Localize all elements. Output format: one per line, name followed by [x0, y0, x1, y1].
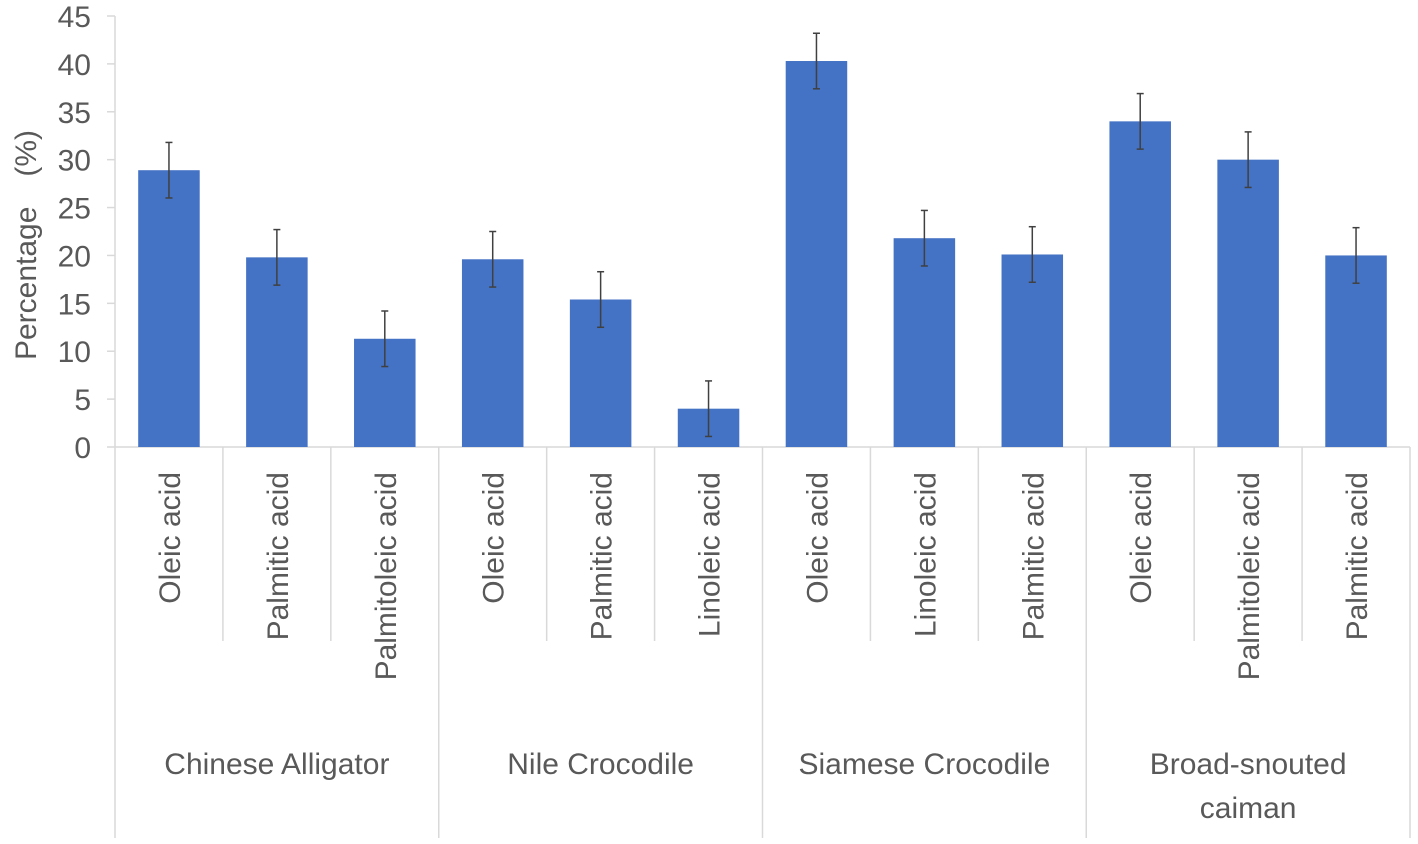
y-tick-label: 40 — [58, 49, 91, 82]
x-group-label: Broad-snouted — [1150, 748, 1347, 781]
x-group-label: Nile Crocodile — [507, 748, 694, 781]
bar — [1217, 159, 1279, 447]
bar — [1001, 254, 1064, 447]
bar — [138, 170, 200, 448]
bars — [138, 32, 1387, 448]
bar — [785, 61, 848, 447]
bar — [1109, 121, 1171, 447]
axes: 0 5 10 15 20 25 30 35 40 45 — [58, 1, 1411, 838]
x-category-label: Oleic acid — [478, 472, 511, 604]
x-category-label: Palmitoleic acid — [370, 472, 403, 680]
y-tick-label: 35 — [58, 97, 91, 130]
x-category-label: Palmitic acid — [262, 472, 295, 640]
y-tick-label: 15 — [58, 288, 91, 321]
x-category-label: Linoleic acid — [909, 472, 942, 637]
bar — [1325, 255, 1387, 447]
x-category-label: Oleic acid — [801, 472, 834, 604]
x-category-label: Linoleic acid — [694, 472, 727, 637]
x-category-label: Palmitic acid — [1341, 472, 1374, 640]
y-tick-label: 10 — [58, 336, 91, 369]
y-tick-label: 25 — [58, 193, 91, 226]
x-category-label: Oleic acid — [1125, 472, 1158, 604]
x-category-label: Palmitoleic acid — [1233, 472, 1266, 680]
y-tick-label: 30 — [58, 145, 91, 178]
bar — [893, 238, 956, 447]
labels: Oleic acid Palmitic acid Palmitoleic acid O… — [154, 472, 1374, 825]
x-group-label: caiman — [1200, 792, 1297, 825]
y-tick-label: 20 — [58, 240, 91, 273]
y-tick-label: 0 — [74, 432, 91, 465]
y-tick-label: 45 — [58, 1, 91, 34]
bar — [246, 257, 308, 447]
bar — [461, 259, 524, 447]
y-tick-label: 5 — [74, 384, 91, 417]
x-category-label: Oleic acid — [154, 472, 187, 604]
x-group-label: Siamese Crocodile — [798, 748, 1050, 781]
x-category-label: Palmitic acid — [1017, 472, 1050, 640]
x-category-label: Palmitic acid — [586, 472, 619, 640]
x-group-label: Chinese Alligator — [164, 748, 389, 781]
y-axis-label: Percentage (%) — [10, 130, 43, 360]
